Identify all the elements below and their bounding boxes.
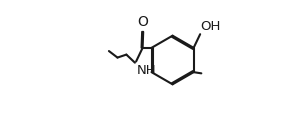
Text: O: O: [137, 15, 148, 29]
Text: OH: OH: [201, 20, 221, 33]
Text: NH: NH: [136, 64, 156, 77]
